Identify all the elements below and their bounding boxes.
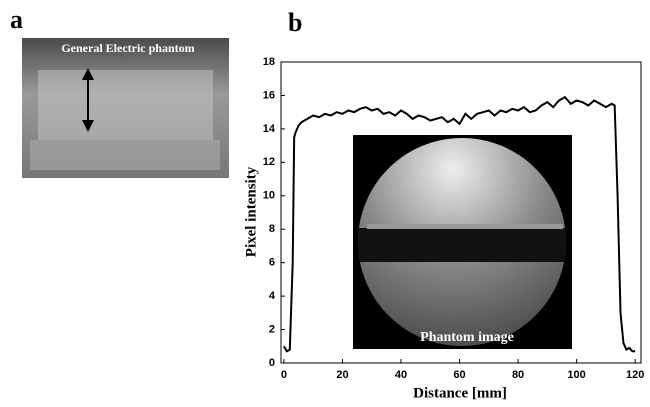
x-tick-label: 20 [336, 369, 348, 381]
photo-caption: General Electric phantom [61, 41, 194, 55]
y-tick-label: 4 [269, 290, 276, 302]
y-axis-label: Pixel intensity [243, 166, 259, 257]
x-tick-label: 120 [626, 369, 644, 381]
y-tick-label: 0 [269, 357, 275, 369]
phantom-slice [358, 138, 566, 346]
x-tick-label: 80 [512, 369, 524, 381]
panel-label: a [10, 5, 23, 34]
panel-label: b [288, 8, 302, 37]
y-tick-label: 14 [263, 123, 276, 135]
y-tick-label: 6 [269, 257, 275, 269]
x-tick-label: 0 [281, 369, 287, 381]
data-line [283, 95, 636, 353]
plot-frame [280, 61, 642, 364]
y-tick-label: 12 [263, 156, 275, 168]
x-axis-label: Distance [mm] [413, 385, 507, 401]
x-tick-label: 100 [567, 369, 585, 381]
x-tick-label: 40 [395, 369, 407, 381]
x-tick-label: 60 [453, 369, 465, 381]
y-tick-label: 10 [263, 190, 275, 202]
inset-caption: Phantom image [420, 330, 514, 345]
y-tick-label: 2 [269, 323, 275, 335]
phantom-base [30, 140, 220, 170]
y-tick-label: 16 [263, 89, 275, 101]
slice-gap [358, 228, 566, 262]
y-tick-label: 18 [263, 56, 275, 68]
y-tick-label: 8 [269, 223, 275, 235]
slice-bar [367, 224, 563, 229]
phantom-body [38, 70, 213, 140]
